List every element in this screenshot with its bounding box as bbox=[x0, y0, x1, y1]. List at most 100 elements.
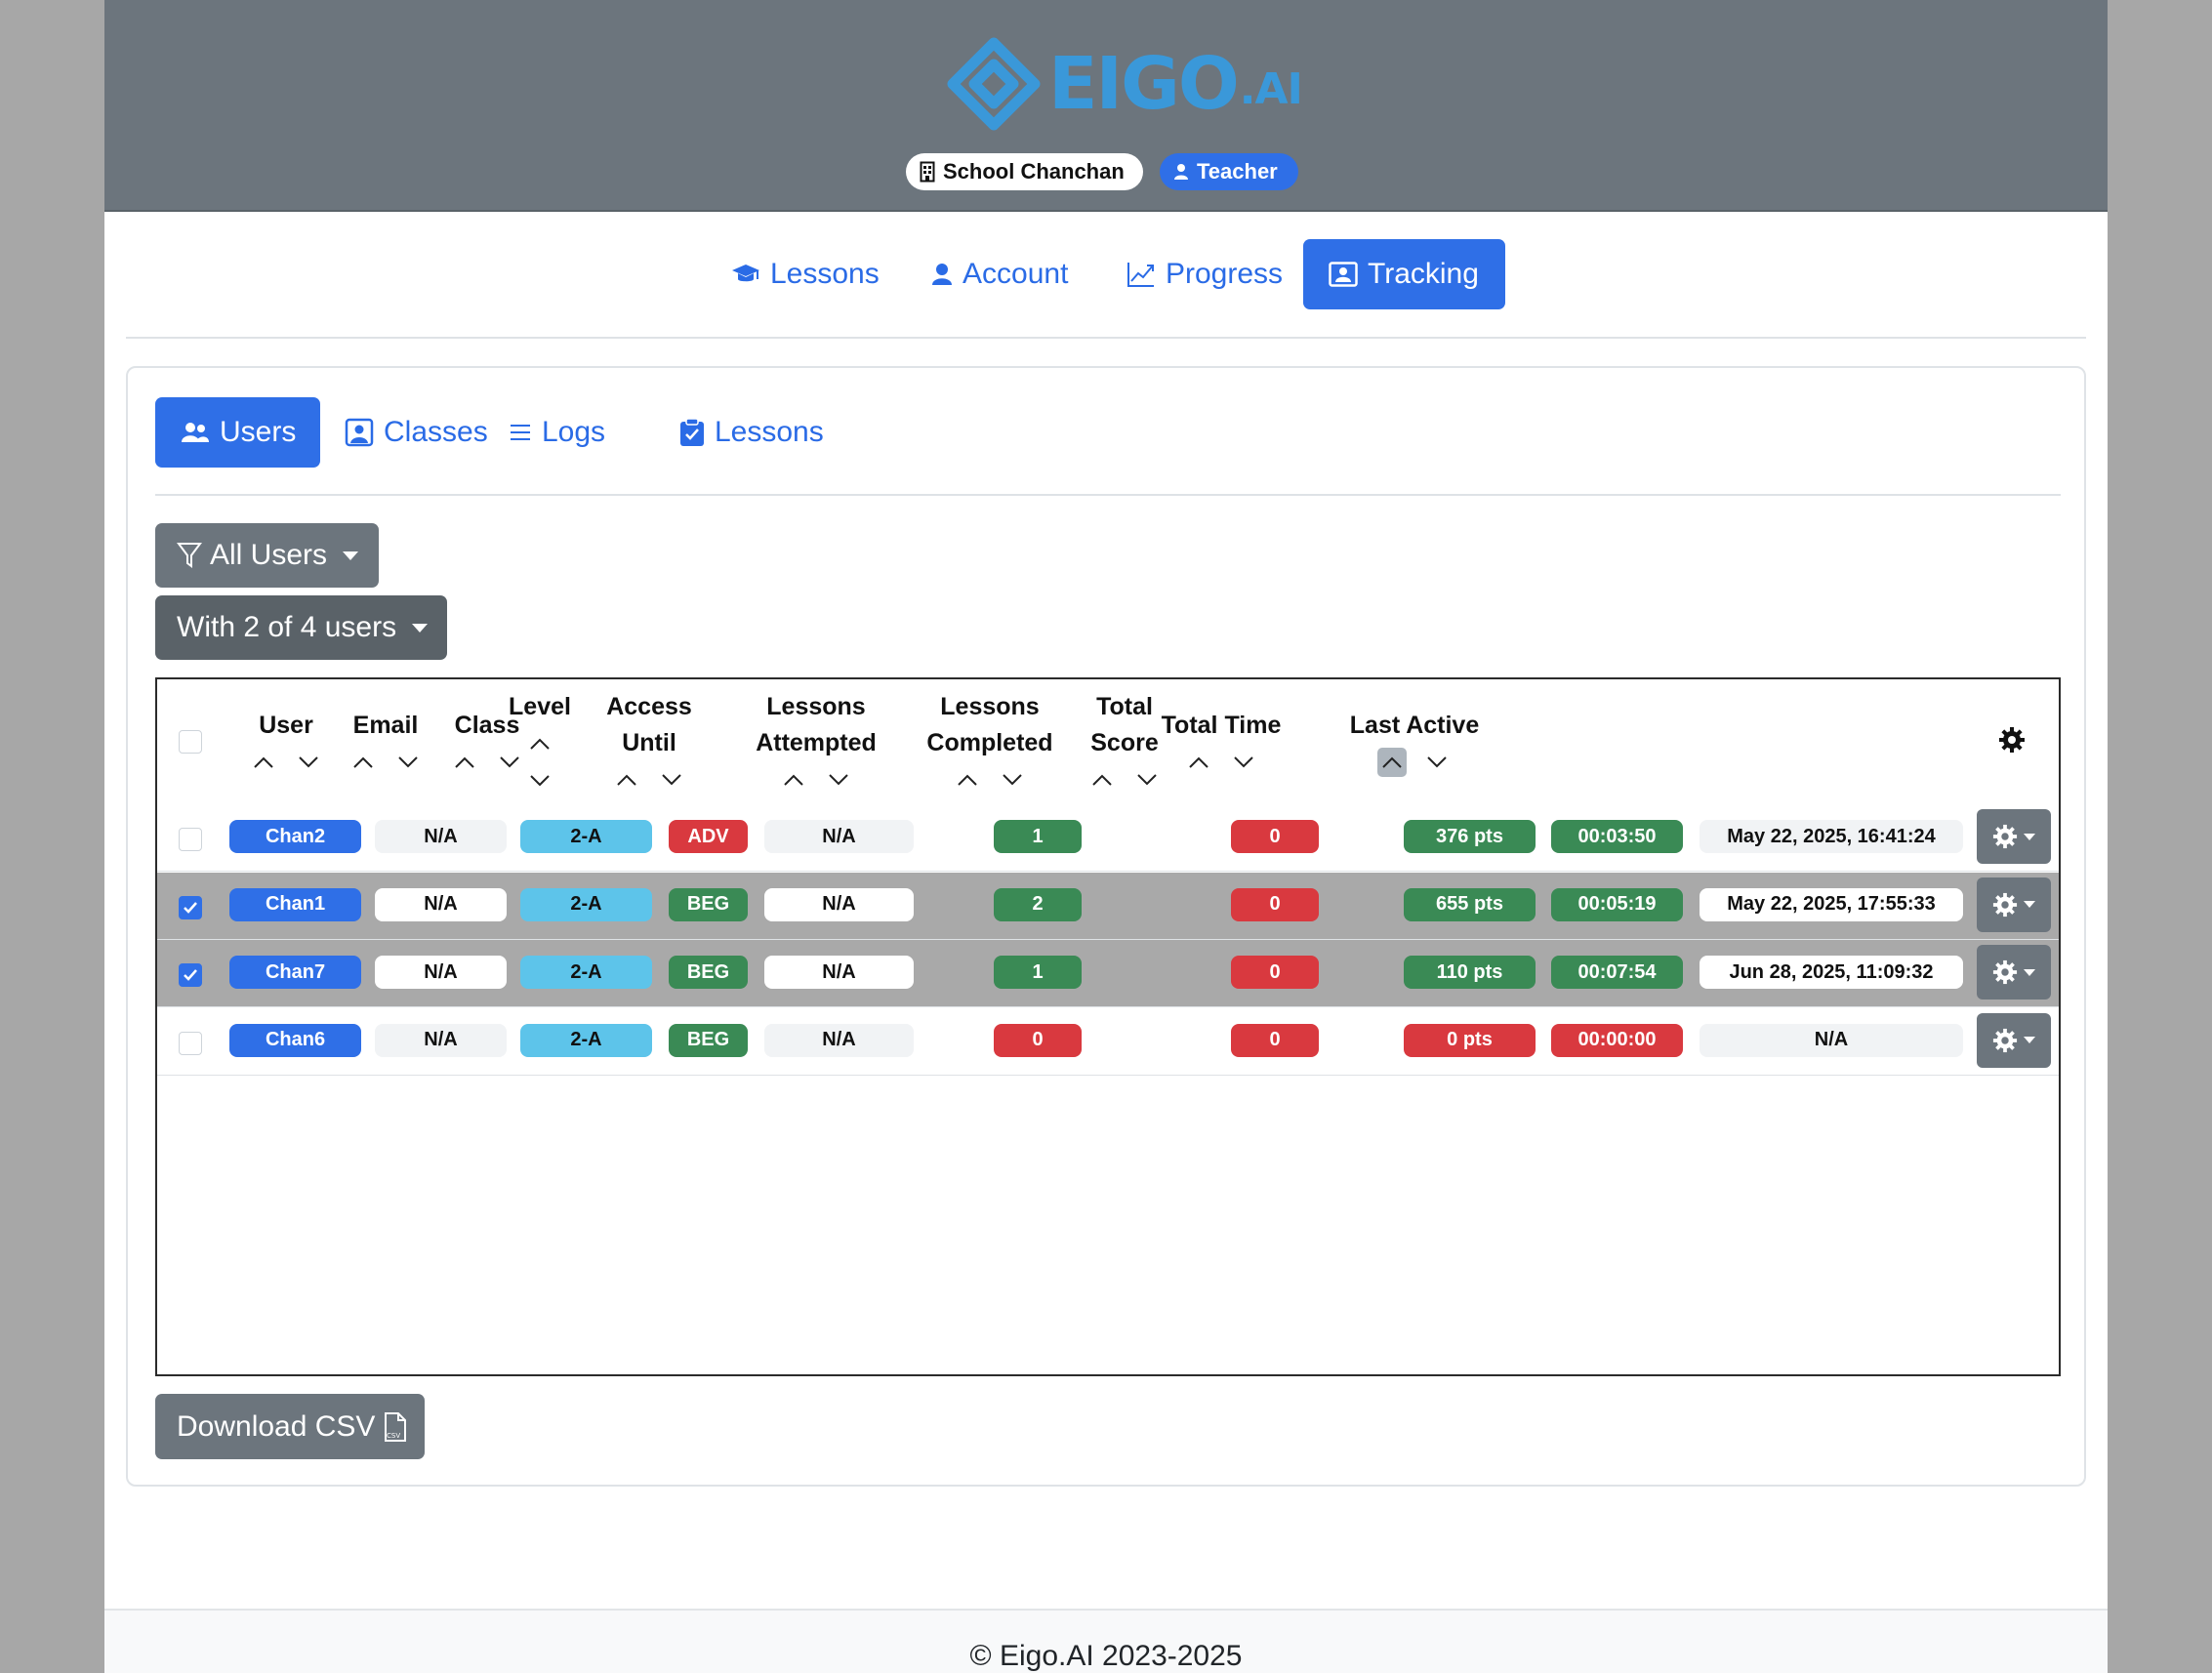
completed-badge: 0 bbox=[1231, 887, 1319, 921]
list-icon bbox=[511, 425, 530, 440]
access-until-badge: N/A bbox=[764, 820, 914, 853]
attempted-badge: 0 bbox=[994, 1023, 1082, 1057]
sort-access-until-asc-button[interactable] bbox=[612, 765, 641, 795]
nav-account[interactable]: Account bbox=[931, 239, 1087, 309]
chevron-up-icon bbox=[530, 738, 550, 750]
chevron-down-icon bbox=[299, 755, 318, 767]
row-actions-button[interactable] bbox=[1977, 877, 2051, 932]
nav-progress[interactable]: Progress bbox=[1126, 239, 1292, 309]
tab-lessons[interactable]: Lessons bbox=[679, 397, 836, 468]
user-name-badge[interactable]: Chan7 bbox=[229, 956, 361, 989]
sort-total-time-desc-button[interactable] bbox=[1229, 748, 1258, 777]
column-header-access-until: Access Until bbox=[561, 679, 737, 804]
caret-down-icon bbox=[343, 551, 359, 560]
column-header-label: Lessons bbox=[940, 693, 1040, 720]
school-badge: School Chanchan bbox=[906, 153, 1143, 190]
select-all-checkbox[interactable] bbox=[179, 730, 202, 754]
chevron-down-icon bbox=[1234, 755, 1253, 767]
sort-level-desc-button[interactable] bbox=[525, 766, 554, 796]
nav-account-label: Account bbox=[963, 258, 1069, 290]
sort-user-asc-button[interactable] bbox=[249, 748, 278, 777]
sort-email-desc-button[interactable] bbox=[393, 748, 423, 777]
email-badge: N/A bbox=[375, 887, 507, 921]
score-badge: 655 pts bbox=[1404, 887, 1536, 921]
sort-class-asc-button[interactable] bbox=[450, 748, 479, 777]
user-name-badge[interactable]: Chan2 bbox=[229, 820, 361, 853]
user-name-badge[interactable]: Chan1 bbox=[229, 887, 361, 921]
sort-lessons-completed-asc-button[interactable] bbox=[953, 765, 982, 795]
nav-tracking[interactable]: Tracking bbox=[1303, 239, 1505, 309]
column-header-last-active: Last Active bbox=[1268, 679, 1561, 804]
funnel-icon bbox=[177, 543, 202, 568]
class-badge: 2-A bbox=[520, 956, 652, 989]
attempted-badge: 2 bbox=[994, 887, 1082, 921]
user-name-badge[interactable]: Chan6 bbox=[229, 1023, 361, 1057]
column-header-label: Until bbox=[622, 729, 676, 756]
email-badge: N/A bbox=[375, 1023, 507, 1057]
checkmark-icon bbox=[184, 901, 197, 914]
sort-lessons-completed-desc-button[interactable] bbox=[998, 765, 1027, 795]
column-header-lessons-completed: Lessons Completed bbox=[882, 679, 1097, 804]
nav-progress-label: Progress bbox=[1166, 258, 1284, 290]
column-header-label: Class bbox=[454, 711, 520, 739]
sort-total-time-asc-button[interactable] bbox=[1184, 748, 1213, 777]
column-header-label: Attempted bbox=[756, 729, 877, 756]
row-actions-button[interactable] bbox=[1977, 1012, 2051, 1068]
table-row: Chan6 N/A 2-A BEG N/A 0 0 0 pts 00:00:00 N/A bbox=[157, 1008, 2059, 1076]
column-header-label: Lessons bbox=[766, 693, 866, 720]
bulk-selection-label: With 2 of 4 users bbox=[177, 611, 397, 643]
time-badge: 00:03:50 bbox=[1551, 820, 1683, 853]
tab-logs-label: Logs bbox=[542, 416, 606, 448]
level-badge: BEG bbox=[669, 956, 748, 989]
nav-lessons-label: Lessons bbox=[770, 258, 880, 290]
sort-email-asc-button[interactable] bbox=[348, 748, 378, 777]
bulk-selection-dropdown[interactable]: With 2 of 4 users bbox=[155, 595, 447, 660]
column-settings-gear-icon[interactable] bbox=[1998, 726, 2026, 758]
caret-down-icon bbox=[412, 623, 429, 632]
sort-user-desc-button[interactable] bbox=[294, 748, 323, 777]
email-badge: N/A bbox=[375, 820, 507, 853]
row-actions-button[interactable] bbox=[1977, 945, 2051, 1000]
column-header-label: Score bbox=[1090, 729, 1159, 756]
sort-controls bbox=[1184, 748, 1258, 777]
tab-users-label: Users bbox=[220, 416, 297, 448]
column-header-label: Email bbox=[352, 711, 419, 739]
column-header-label: Total bbox=[1096, 693, 1153, 720]
sort-access-until-desc-button[interactable] bbox=[657, 765, 686, 795]
row-select-checkbox[interactable] bbox=[179, 1031, 202, 1055]
score-badge: 376 pts bbox=[1404, 820, 1536, 853]
sort-class-desc-button[interactable] bbox=[495, 748, 524, 777]
sort-total-score-desc-button[interactable] bbox=[1132, 765, 1162, 795]
sort-controls bbox=[953, 765, 1027, 795]
column-header-label: User bbox=[259, 711, 313, 739]
tab-lessons-label: Lessons bbox=[715, 416, 824, 448]
tab-users[interactable]: Users bbox=[155, 397, 320, 468]
column-header-label: Completed bbox=[926, 729, 1053, 756]
sort-controls bbox=[348, 748, 423, 777]
download-csv-button[interactable]: Download CSV CSV bbox=[155, 1394, 425, 1459]
tab-classes[interactable]: Classes bbox=[345, 397, 491, 468]
logo-wordmark: EIGO bbox=[1048, 42, 1240, 126]
user-filter-label: All Users bbox=[210, 539, 328, 571]
footer: © Eigo.AI 2023-2025 bbox=[104, 1609, 2108, 1673]
sort-total-score-asc-button[interactable] bbox=[1087, 765, 1117, 795]
sort-lessons-attempted-desc-button[interactable] bbox=[824, 765, 853, 795]
sort-last-active-desc-button[interactable] bbox=[1422, 748, 1452, 777]
column-header-total-score: Total Score bbox=[1056, 679, 1193, 804]
copyright-text: © Eigo.AI 2023-2025 bbox=[969, 1640, 1243, 1672]
row-actions-button[interactable] bbox=[1977, 809, 2051, 864]
checkmark-icon bbox=[184, 969, 197, 981]
user-filter-dropdown[interactable]: All Users bbox=[155, 523, 379, 588]
level-badge: BEG bbox=[669, 887, 748, 921]
sort-last-active-asc-button[interactable] bbox=[1377, 747, 1407, 777]
row-select-checkbox[interactable] bbox=[179, 963, 202, 987]
tab-logs[interactable]: Logs bbox=[509, 397, 626, 468]
file-csv-icon: CSV bbox=[385, 1411, 407, 1442]
sort-level-asc-button[interactable] bbox=[525, 729, 554, 758]
sort-lessons-attempted-asc-button[interactable] bbox=[779, 765, 808, 795]
nav-lessons[interactable]: Lessons bbox=[731, 239, 912, 309]
row-select-checkbox[interactable] bbox=[179, 895, 202, 919]
caret-down-icon bbox=[2024, 901, 2035, 908]
row-select-checkbox[interactable] bbox=[179, 828, 202, 851]
table-row: Chan1 N/A 2-A BEG N/A 2 0 655 pts 00:05:19 May 22… bbox=[157, 872, 2059, 940]
